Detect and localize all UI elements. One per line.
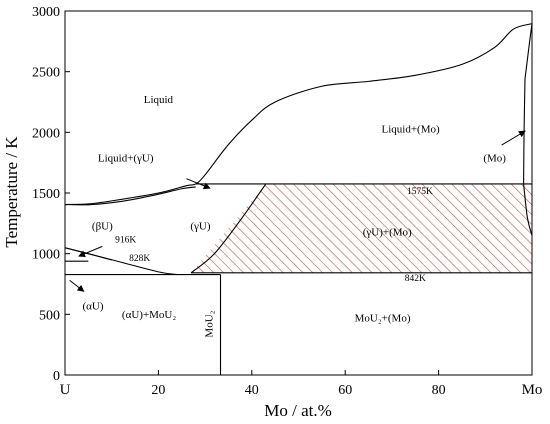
x-axis-title: Mo / at.%	[264, 401, 332, 420]
region-label: Liquid+(γU)	[98, 152, 154, 164]
region-label: MoU₂	[204, 310, 216, 337]
region-label: (γU)	[190, 220, 210, 232]
x-tick-label: 40	[245, 383, 259, 398]
region-label: (Mo)	[483, 152, 506, 164]
boundary-mo-solvus-low	[523, 183, 533, 236]
region-label: Liquid	[144, 94, 174, 106]
region-label: (αU)	[82, 300, 103, 312]
y-tick-label: 500	[39, 308, 60, 323]
boundary-liquidus	[64, 23, 533, 206]
y-axis-title: Temperature / K	[2, 136, 21, 248]
boundary-gammaU-solidus	[64, 186, 196, 206]
axis-ticks: U 20 40 60 80 Mo 0 500 1000 1500 2000 2500 3000	[32, 5, 542, 398]
region-label: (αU)+MoU₂	[122, 309, 176, 321]
region-label: (γU)+(Mo)	[363, 226, 412, 238]
y-tick-label: 1000	[32, 248, 60, 263]
annotation-arrow	[78, 245, 103, 258]
y-tick-label: 2000	[32, 126, 60, 141]
region-label: (βU)	[92, 220, 113, 232]
annotation-arrow	[69, 279, 85, 292]
boundary-gammaU-boundary	[190, 183, 267, 274]
region-label: 1575K	[407, 187, 433, 197]
annotation-arrow	[186, 178, 211, 190]
annotation-arrow	[501, 130, 526, 146]
x-tick-label: Mo	[522, 382, 543, 398]
annotation-arrows	[69, 130, 526, 292]
y-tick-label: 3000	[32, 5, 60, 20]
x-tick-label: 60	[338, 383, 352, 398]
y-tick-label: 0	[53, 369, 60, 384]
boundary-betaU-boundary	[64, 247, 112, 261]
region-labels: Liquid Liquid+(Mo) Liquid+(γU) (Mo) 1575K (βU…	[82, 94, 506, 337]
y-tick-label: 2500	[32, 66, 60, 81]
region-label: Liquid+(Mo)	[382, 123, 440, 135]
hatched-region-fill	[191, 183, 532, 273]
phase-boundaries	[64, 23, 533, 375]
region-label: 916K	[115, 236, 136, 246]
region-label: MoU₂+(Mo)	[355, 313, 411, 325]
x-tick-label: 20	[151, 383, 165, 398]
x-tick-label: 80	[432, 383, 446, 398]
region-label: 828K	[129, 254, 150, 264]
hatched-region	[191, 183, 532, 273]
x-tick-label: U	[60, 382, 71, 398]
boundary-mo-liquidus-edge	[524, 23, 533, 80]
y-tick-label: 1500	[32, 187, 60, 202]
region-label: 842K	[405, 274, 426, 284]
